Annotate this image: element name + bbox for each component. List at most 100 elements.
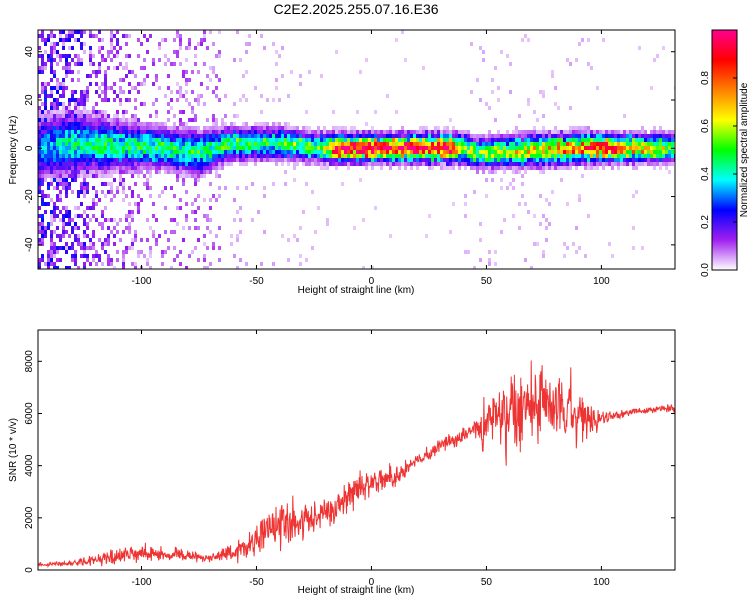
heatmap-cell [440, 146, 443, 150]
heatmap-cell [83, 42, 86, 46]
heatmap-cell [671, 138, 674, 142]
heatmap-cell [227, 150, 230, 154]
heatmap-cell [584, 130, 587, 134]
heatmap-cell [479, 258, 482, 262]
heatmap-cell [293, 178, 296, 182]
heatmap-cell [206, 150, 209, 154]
heatmap-cell [56, 42, 59, 46]
heatmap-cell [107, 114, 110, 118]
heatmap-cell [59, 126, 62, 130]
heatmap-cell [173, 162, 176, 166]
heatmap-cell [542, 150, 545, 154]
heatmap-cell [659, 142, 662, 146]
heatmap-cell [140, 134, 143, 138]
heatmap-cell [275, 154, 278, 158]
heatmap-cell [647, 162, 650, 166]
heatmap-cell [83, 142, 86, 146]
heatmap-cell [365, 122, 368, 126]
heatmap-cell [371, 158, 374, 162]
heatmap-cell [179, 206, 182, 210]
heatmap-cell [65, 54, 68, 58]
heatmap-cell [149, 186, 152, 190]
heatmap-cell [215, 94, 218, 98]
heatmap-cell [281, 138, 284, 142]
heatmap-cell [467, 154, 470, 158]
heatmap-cell [275, 138, 278, 142]
heatmap-cell [128, 54, 131, 58]
heatmap-cell [464, 146, 467, 150]
heatmap-cell [83, 246, 86, 250]
heatmap-cell [71, 146, 74, 150]
heatmap-cell [161, 190, 164, 194]
heatmap-cell [170, 126, 173, 130]
heatmap-cell [245, 138, 248, 142]
heatmap-cell [71, 242, 74, 246]
heatmap-cell [485, 138, 488, 142]
heatmap-cell [212, 134, 215, 138]
heatmap-cell [317, 134, 320, 138]
heatmap-cell [479, 150, 482, 154]
heatmap-cell [50, 198, 53, 202]
heatmap-cell [233, 142, 236, 146]
heatmap-cell [131, 86, 134, 90]
heatmap-cell [92, 114, 95, 118]
heatmap-cell [197, 146, 200, 150]
heatmap-cell [71, 218, 74, 222]
heatmap-cell [233, 146, 236, 150]
heatmap-cell [374, 150, 377, 154]
heatmap-cell [212, 130, 215, 134]
heatmap-cell [50, 70, 53, 74]
heatmap-cell [644, 146, 647, 150]
heatmap-cell [548, 150, 551, 154]
heatmap-cell [140, 126, 143, 130]
heatmap-cell [284, 158, 287, 162]
heatmap-cell [77, 162, 80, 166]
heatmap-cell [500, 166, 503, 170]
heatmap-cell [569, 146, 572, 150]
heatmap-cell [146, 182, 149, 186]
heatmap-cell [299, 134, 302, 138]
heatmap-cell [86, 90, 89, 94]
heatmap-cell [395, 142, 398, 146]
heatmap-cell [152, 162, 155, 166]
heatmap-cell [218, 174, 221, 178]
heatmap-cell [239, 126, 242, 130]
heatmap-cell [146, 126, 149, 130]
heatmap-cell [59, 114, 62, 118]
heatmap-cell [479, 158, 482, 162]
heatmap-cell [176, 146, 179, 150]
heatmap-cell [314, 146, 317, 150]
heatmap-cell [491, 162, 494, 166]
heatmap-cell [137, 162, 140, 166]
heatmap-cell [110, 38, 113, 42]
heatmap-cell [95, 74, 98, 78]
heatmap-cell [512, 178, 515, 182]
heatmap-cell [563, 154, 566, 158]
heatmap-cell [158, 138, 161, 142]
heatmap-cell [197, 138, 200, 142]
heatmap-cell [665, 162, 668, 166]
heatmap-cell [368, 154, 371, 158]
heatmap-cell [95, 254, 98, 258]
heatmap-cell [515, 166, 518, 170]
heatmap-cell [449, 130, 452, 134]
heatmap-cell [557, 146, 560, 150]
heatmap-cell [173, 258, 176, 262]
heatmap-cell [41, 146, 44, 150]
heatmap-cell [41, 170, 44, 174]
heatmap-cell [236, 138, 239, 142]
y-tick-label: 2000 [24, 506, 35, 529]
heatmap-cell [398, 134, 401, 138]
heatmap-cell [140, 166, 143, 170]
heatmap-cell [65, 158, 68, 162]
heatmap-cell [587, 146, 590, 150]
heatmap-cell [194, 182, 197, 186]
heatmap-cell [212, 90, 215, 94]
heatmap-cell [341, 162, 344, 166]
heatmap-cell [47, 54, 50, 58]
heatmap-cell [146, 158, 149, 162]
heatmap-cell [164, 206, 167, 210]
heatmap-cell [332, 110, 335, 114]
heatmap-cell [221, 162, 224, 166]
heatmap-cell [263, 134, 266, 138]
